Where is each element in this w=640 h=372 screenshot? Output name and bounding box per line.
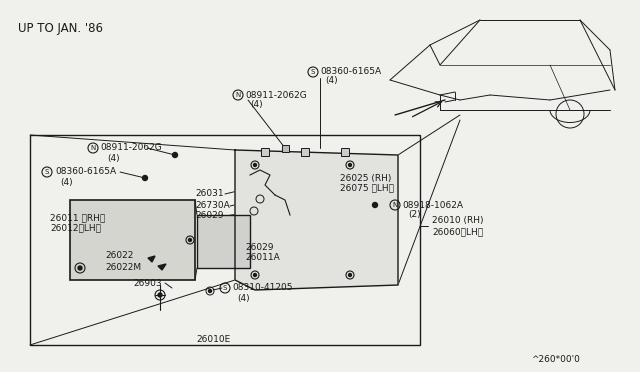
Text: 26011A: 26011A — [245, 253, 280, 263]
Text: (2): (2) — [408, 211, 420, 219]
Text: 26730A: 26730A — [195, 202, 230, 211]
Text: 26029: 26029 — [245, 244, 273, 253]
Text: N: N — [392, 202, 397, 208]
Polygon shape — [158, 264, 166, 270]
Bar — [261, 148, 269, 156]
Circle shape — [372, 202, 378, 208]
Text: 26011 〈RH〉: 26011 〈RH〉 — [50, 214, 105, 222]
Text: 26022: 26022 — [105, 251, 133, 260]
Circle shape — [209, 289, 211, 292]
Text: 26031: 26031 — [195, 189, 223, 199]
Text: (4): (4) — [107, 154, 120, 163]
Text: 26010 (RH): 26010 (RH) — [432, 215, 483, 224]
Circle shape — [189, 238, 191, 241]
Circle shape — [349, 164, 351, 167]
Text: 08918-1062A: 08918-1062A — [402, 201, 463, 209]
Bar — [30, 135, 420, 345]
Text: (4): (4) — [250, 99, 262, 109]
Text: 26075 〈LH〉: 26075 〈LH〉 — [340, 183, 394, 192]
Text: N: N — [236, 92, 241, 98]
Text: 08310-41205: 08310-41205 — [232, 283, 292, 292]
Text: ^260*00'0: ^260*00'0 — [531, 356, 580, 365]
Circle shape — [143, 176, 147, 180]
Circle shape — [78, 266, 82, 270]
Text: 26022M: 26022M — [105, 263, 141, 273]
Text: 08911-2062G: 08911-2062G — [100, 144, 162, 153]
Bar — [301, 148, 309, 156]
Circle shape — [173, 153, 177, 157]
Circle shape — [253, 273, 257, 276]
Circle shape — [349, 273, 351, 276]
Bar — [197, 215, 250, 268]
Bar — [282, 145, 289, 152]
Circle shape — [253, 164, 257, 167]
Polygon shape — [148, 256, 155, 262]
Text: 26012〈LH〉: 26012〈LH〉 — [50, 224, 101, 232]
Text: (4): (4) — [60, 177, 72, 186]
Text: 26903: 26903 — [133, 279, 162, 288]
Text: N: N — [90, 145, 95, 151]
Bar — [70, 200, 195, 280]
Text: 26029: 26029 — [195, 212, 223, 221]
Text: 26010E: 26010E — [196, 336, 230, 344]
Bar — [341, 148, 349, 156]
Text: (4): (4) — [325, 77, 338, 86]
Text: 08911-2062G: 08911-2062G — [245, 90, 307, 99]
Text: S: S — [45, 169, 49, 175]
Text: S: S — [311, 69, 315, 75]
Text: 08360-6165A: 08360-6165A — [55, 167, 116, 176]
Text: 26025 (RH): 26025 (RH) — [340, 173, 392, 183]
Text: UP TO JAN. '86: UP TO JAN. '86 — [18, 22, 103, 35]
Text: S: S — [223, 285, 227, 291]
Text: (4): (4) — [237, 294, 250, 302]
Circle shape — [158, 293, 162, 297]
Polygon shape — [235, 150, 398, 290]
Text: 26060〈LH〉: 26060〈LH〉 — [432, 228, 483, 237]
Text: 08360-6165A: 08360-6165A — [320, 67, 381, 77]
